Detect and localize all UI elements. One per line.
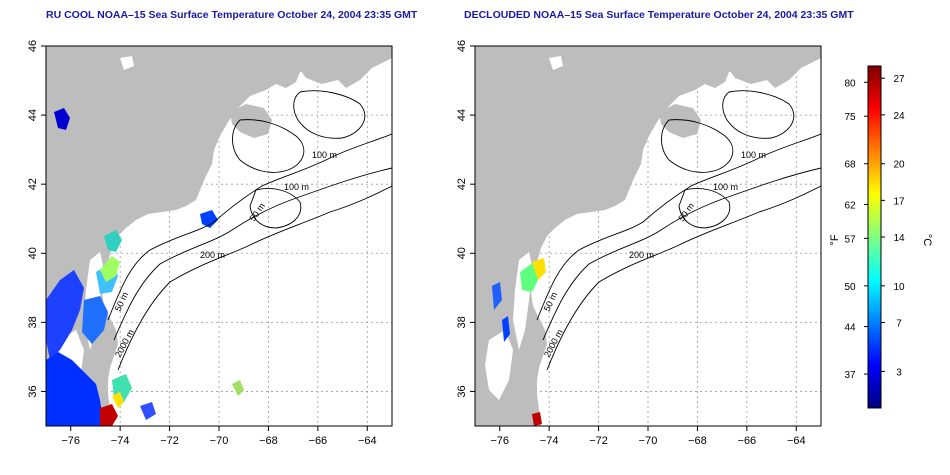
left-y-tick-label: 36 [27, 385, 39, 397]
left-x-tick-label: −64 [358, 435, 377, 447]
celsius-tick-label: 17 [893, 196, 905, 207]
svg-text:200 m: 200 m [629, 250, 654, 260]
fahrenheit-tick-label: 50 [844, 282, 856, 293]
celsius-tick-label: 27 [893, 74, 905, 85]
celsius-label: °C [921, 234, 933, 246]
celsius-tick-label: 10 [893, 282, 905, 293]
right-y-tick-label: 40 [456, 247, 468, 259]
left-y-tick-label: 40 [27, 247, 39, 259]
left-x-tick-label: −70 [210, 435, 229, 447]
fahrenheit-tick-label: 37 [844, 370, 856, 381]
left-x-tick-label: −66 [309, 435, 328, 447]
fahrenheit-tick-label: 68 [844, 160, 856, 171]
celsius-tick-label: 24 [893, 111, 905, 122]
svg-text:100 m: 100 m [713, 182, 738, 192]
celsius-tick-label: 20 [893, 160, 905, 171]
right-x-tick-label: −76 [490, 435, 509, 447]
left-contours [107, 90, 392, 371]
right-map-panel: 100 m 100 m 50 m 200 m 50 m 2000 m −76 −7… [456, 40, 822, 447]
right-x-tick-label: −70 [639, 435, 658, 447]
right-x-tick-label: −74 [540, 435, 559, 447]
svg-text:100 m: 100 m [284, 182, 309, 192]
celsius-tick-label: 7 [896, 319, 902, 330]
celsius-tick-label: 14 [893, 233, 905, 244]
colorbar-gradient [867, 65, 882, 409]
left-x-tick-label: −74 [111, 435, 130, 447]
celsius-tick-label: 3 [896, 367, 902, 378]
svg-text:100 m: 100 m [312, 150, 337, 160]
fahrenheit-tick-label: 62 [844, 200, 856, 211]
left-panel-title: RU COOL NOAA–15 Sea Surface Temperature … [46, 9, 418, 21]
left-x-tick-label: −72 [160, 435, 179, 447]
right-x-tick-label: −72 [589, 435, 608, 447]
left-y-tick-label: 42 [27, 178, 39, 190]
right-y-tick-label: 36 [456, 385, 468, 397]
right-panel-title: DECLOUDED NOAA–15 Sea Surface Temperatur… [464, 9, 854, 21]
right-x-tick-label: −68 [688, 435, 707, 447]
svg-text:100 m: 100 m [741, 150, 766, 160]
left-y-tick-label: 38 [27, 316, 39, 328]
fahrenheit-label: °F [829, 234, 841, 245]
left-sst-pixels [46, 108, 244, 426]
fahrenheit-tick-label: 57 [844, 234, 856, 245]
right-y-tick-label: 42 [456, 178, 468, 190]
colorbar-ticks: 27 24 20 17 14 10 7 3 80 75 68 62 57 50 44 37 [844, 74, 905, 381]
left-axes: −76 −74 −72 −70 −68 −66 −64 46 44 42 40 38 36 [27, 40, 377, 447]
right-y-tick-label: 38 [456, 316, 468, 328]
right-x-tick-label: −64 [787, 435, 806, 447]
right-sst-pixels [492, 258, 546, 426]
left-y-tick-label: 46 [27, 40, 39, 52]
left-contour-labels: 100 m 100 m 50 m 200 m 50 m 2000 m [113, 150, 337, 359]
left-y-tick-label: 44 [27, 109, 39, 121]
left-map-panel: 100 m 100 m 50 m 200 m 50 m 2000 m −76 −7… [27, 40, 393, 447]
right-contours [536, 90, 821, 371]
right-axes: −76 −74 −72 −70 −68 −66 −64 46 44 42 40 38 36 [456, 40, 806, 447]
svg-text:200 m: 200 m [200, 250, 225, 260]
left-x-tick-label: −68 [259, 435, 278, 447]
right-x-tick-label: −66 [738, 435, 757, 447]
left-x-tick-label: −76 [61, 435, 80, 447]
fahrenheit-tick-label: 75 [844, 112, 856, 123]
right-y-tick-label: 46 [456, 40, 468, 52]
fahrenheit-tick-label: 80 [844, 78, 856, 89]
right-y-tick-label: 44 [456, 109, 468, 121]
temperature-colorbar: 27 24 20 17 14 10 7 3 80 75 68 62 57 50 44 37 °F °C [829, 65, 933, 409]
fahrenheit-tick-label: 44 [844, 323, 856, 334]
